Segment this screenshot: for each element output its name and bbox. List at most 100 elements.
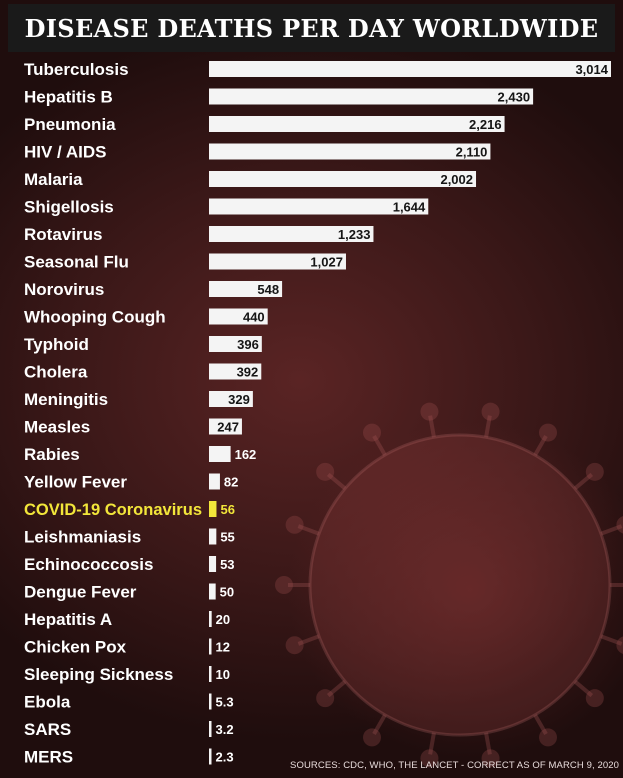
virus-spike-stem: [533, 435, 548, 457]
virus-spike-stem: [600, 634, 623, 646]
bar: [209, 363, 262, 380]
value-label: 440: [243, 310, 265, 325]
bar: [209, 501, 217, 517]
bar: [209, 116, 505, 132]
bar: [209, 253, 346, 270]
virus-spike-stem: [573, 472, 594, 491]
category-label: Norovirus: [24, 280, 104, 299]
category-label: Seasonal Flu: [24, 253, 129, 272]
virus-body: [308, 433, 612, 737]
value-label: 20: [216, 612, 230, 627]
bar: [209, 666, 212, 682]
virus-spike-knob: [481, 749, 500, 768]
virus-spike-knob: [539, 728, 557, 747]
bar: [209, 226, 374, 242]
category-label: Rotavirus: [24, 225, 102, 244]
category-label: Malaria: [24, 170, 83, 189]
virus-spike-knob: [420, 749, 439, 768]
value-label: 82: [224, 475, 238, 490]
bar: [209, 198, 429, 215]
chart-title: DISEASE DEATHS PER DAY WORLDWIDE: [24, 13, 599, 43]
virus-spike-stem: [372, 713, 387, 735]
value-label: 10: [216, 667, 230, 682]
category-label: Shigellosis: [24, 198, 114, 217]
virus-spike-stem: [372, 435, 387, 457]
virus-spike-knob: [363, 423, 381, 442]
bar: [209, 336, 262, 352]
bar: [209, 61, 611, 77]
category-label: Sleeping Sickness: [24, 665, 173, 684]
bar: [209, 418, 242, 435]
category-label: Yellow Fever: [24, 473, 127, 492]
value-label: 5.3: [216, 695, 234, 710]
value-label: 55: [220, 530, 234, 545]
category-label: Ebola: [24, 693, 71, 712]
virus-spike-knob: [539, 423, 557, 442]
virus-spike-knob: [285, 636, 304, 655]
bar: [209, 391, 253, 407]
source-note: SOURCES: CDC, WHO, THE LANCET - CORRECT …: [290, 760, 619, 771]
category-label: Echinococcosis: [24, 555, 153, 574]
value-label: 12: [216, 640, 230, 655]
category-label: Pneumonia: [24, 115, 116, 134]
virus-spike-knob: [285, 515, 304, 534]
virus-spike-stem: [484, 415, 492, 438]
category-label: Chicken Pox: [24, 638, 127, 657]
value-label: 548: [257, 282, 279, 297]
value-label: 2.3: [216, 750, 234, 765]
virus-spike-stem: [428, 415, 436, 438]
value-label: 50: [220, 585, 234, 600]
value-label: 1,644: [393, 200, 426, 215]
bar: [209, 528, 217, 545]
virus-spike-stem: [428, 732, 436, 755]
category-label: Tuberculosis: [24, 60, 129, 79]
virus-spike-knob: [616, 516, 623, 534]
virus-spike-stem: [484, 732, 492, 755]
category-label: Whooping Cough: [24, 308, 166, 327]
category-label: Leishmaniasis: [24, 528, 141, 547]
category-label: Hepatitis B: [24, 88, 113, 107]
virus-spike-knob: [316, 462, 335, 481]
value-label: 2,430: [498, 90, 531, 105]
value-label: 247: [217, 420, 239, 435]
bar: [209, 748, 212, 765]
category-label: SARS: [24, 720, 71, 739]
category-label: Rabies: [24, 445, 80, 464]
value-label: 56: [220, 502, 234, 517]
virus-spike-knob: [481, 402, 500, 421]
virus-spike-stem: [326, 679, 347, 698]
value-label: 392: [237, 365, 259, 380]
bar: [209, 583, 216, 600]
value-label: 329: [228, 392, 250, 407]
bar: [209, 693, 212, 710]
category-label: Hepatitis A: [24, 610, 112, 629]
virus-spike-stem: [573, 679, 594, 698]
bar: [209, 638, 212, 655]
virus-spike-knob: [363, 728, 381, 747]
category-label: MERS: [24, 748, 73, 767]
value-label: 2,002: [440, 172, 473, 187]
category-label: Cholera: [24, 363, 88, 382]
bar: [209, 308, 268, 325]
category-label: COVID-19 Coronavirus: [24, 500, 202, 519]
bar: [209, 88, 534, 105]
value-label: 2,216: [469, 117, 502, 132]
virus-spike-stem: [533, 713, 548, 735]
virus-spike-stem: [600, 524, 623, 536]
title-band: DISEASE DEATHS PER DAY WORLDWIDE: [8, 4, 615, 52]
category-label: Dengue Fever: [24, 583, 137, 602]
category-label: HIV / AIDS: [24, 143, 107, 162]
bar: [209, 446, 231, 462]
virus-spike-stem: [297, 524, 320, 536]
value-label: 2,110: [456, 145, 488, 160]
bar: [209, 611, 212, 627]
value-label: 162: [235, 447, 257, 462]
value-label: 3,014: [575, 62, 608, 77]
category-label: Meningitis: [24, 390, 108, 409]
bar: [209, 171, 477, 187]
bar: [209, 721, 212, 737]
virus-spike-stem: [326, 472, 347, 491]
virus-spike-knob: [316, 689, 335, 708]
